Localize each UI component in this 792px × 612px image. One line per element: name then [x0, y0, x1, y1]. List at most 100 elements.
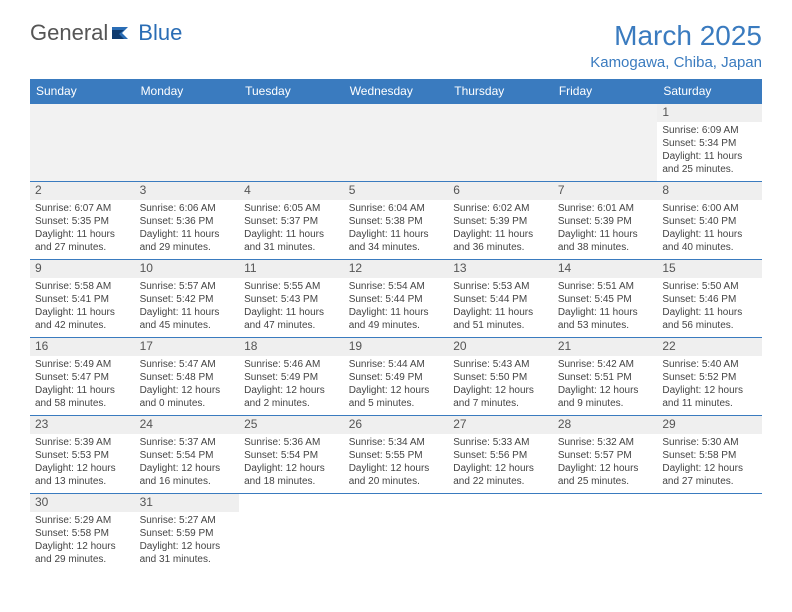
sunrise-line: Sunrise: 5:58 AM: [35, 280, 130, 293]
calendar-table: SundayMondayTuesdayWednesdayThursdayFrid…: [30, 79, 762, 572]
sunrise-line: Sunrise: 5:27 AM: [140, 514, 235, 527]
sunset-line: Sunset: 5:58 PM: [35, 527, 130, 540]
sunset-line: Sunset: 5:42 PM: [140, 293, 235, 306]
calendar-cell: 23Sunrise: 5:39 AMSunset: 5:53 PMDayligh…: [30, 416, 135, 494]
sunset-line: Sunset: 5:34 PM: [662, 137, 757, 150]
sunset-line: Sunset: 5:46 PM: [662, 293, 757, 306]
sunset-line: Sunset: 5:48 PM: [140, 371, 235, 384]
day-number: 5: [344, 182, 449, 200]
sunset-line: Sunset: 5:36 PM: [140, 215, 235, 228]
calendar-cell: [553, 494, 658, 572]
daylight-line: Daylight: 12 hours and 5 minutes.: [349, 384, 444, 410]
sunrise-line: Sunrise: 5:42 AM: [558, 358, 653, 371]
day-number: 30: [30, 494, 135, 512]
calendar-cell: 19Sunrise: 5:44 AMSunset: 5:49 PMDayligh…: [344, 338, 449, 416]
daylight-line: Daylight: 11 hours and 40 minutes.: [662, 228, 757, 254]
sunset-line: Sunset: 5:44 PM: [349, 293, 444, 306]
day-number: 22: [657, 338, 762, 356]
day-number: 26: [344, 416, 449, 434]
calendar-cell: 24Sunrise: 5:37 AMSunset: 5:54 PMDayligh…: [135, 416, 240, 494]
calendar-cell: 28Sunrise: 5:32 AMSunset: 5:57 PMDayligh…: [553, 416, 658, 494]
day-number: 14: [553, 260, 658, 278]
day-number: 2: [30, 182, 135, 200]
daylight-line: Daylight: 12 hours and 29 minutes.: [35, 540, 130, 566]
sunrise-line: Sunrise: 6:05 AM: [244, 202, 339, 215]
daylight-line: Daylight: 11 hours and 56 minutes.: [662, 306, 757, 332]
month-title: March 2025: [590, 20, 762, 52]
calendar-cell: 25Sunrise: 5:36 AMSunset: 5:54 PMDayligh…: [239, 416, 344, 494]
calendar-cell: 21Sunrise: 5:42 AMSunset: 5:51 PMDayligh…: [553, 338, 658, 416]
day-number: 18: [239, 338, 344, 356]
calendar-cell: 4Sunrise: 6:05 AMSunset: 5:37 PMDaylight…: [239, 182, 344, 260]
sunset-line: Sunset: 5:39 PM: [453, 215, 548, 228]
calendar-cell: 30Sunrise: 5:29 AMSunset: 5:58 PMDayligh…: [30, 494, 135, 572]
weekday-header: Thursday: [448, 79, 553, 104]
day-number: 19: [344, 338, 449, 356]
calendar-cell: 20Sunrise: 5:43 AMSunset: 5:50 PMDayligh…: [448, 338, 553, 416]
day-number: 20: [448, 338, 553, 356]
weekday-header: Saturday: [657, 79, 762, 104]
calendar-cell: 5Sunrise: 6:04 AMSunset: 5:38 PMDaylight…: [344, 182, 449, 260]
calendar-week: 23Sunrise: 5:39 AMSunset: 5:53 PMDayligh…: [30, 416, 762, 494]
sunset-line: Sunset: 5:52 PM: [662, 371, 757, 384]
calendar-cell: [344, 494, 449, 572]
day-number: 7: [553, 182, 658, 200]
calendar-head: SundayMondayTuesdayWednesdayThursdayFrid…: [30, 79, 762, 104]
sunset-line: Sunset: 5:38 PM: [349, 215, 444, 228]
calendar-cell: [344, 104, 449, 182]
sunset-line: Sunset: 5:43 PM: [244, 293, 339, 306]
location: Kamogawa, Chiba, Japan: [590, 54, 762, 71]
calendar-cell: 16Sunrise: 5:49 AMSunset: 5:47 PMDayligh…: [30, 338, 135, 416]
calendar-cell: [448, 494, 553, 572]
sunrise-line: Sunrise: 5:53 AM: [453, 280, 548, 293]
sunset-line: Sunset: 5:54 PM: [244, 449, 339, 462]
weekday-header: Friday: [553, 79, 658, 104]
calendar-week: 1Sunrise: 6:09 AMSunset: 5:34 PMDaylight…: [30, 104, 762, 182]
sunrise-line: Sunrise: 5:40 AM: [662, 358, 757, 371]
sunrise-line: Sunrise: 6:09 AM: [662, 124, 757, 137]
sunrise-line: Sunrise: 5:44 AM: [349, 358, 444, 371]
weekday-header: Sunday: [30, 79, 135, 104]
calendar-cell: 12Sunrise: 5:54 AMSunset: 5:44 PMDayligh…: [344, 260, 449, 338]
calendar-cell: 3Sunrise: 6:06 AMSunset: 5:36 PMDaylight…: [135, 182, 240, 260]
daylight-line: Daylight: 11 hours and 53 minutes.: [558, 306, 653, 332]
sunset-line: Sunset: 5:57 PM: [558, 449, 653, 462]
day-number: 21: [553, 338, 658, 356]
day-number: 25: [239, 416, 344, 434]
calendar-cell: 14Sunrise: 5:51 AMSunset: 5:45 PMDayligh…: [553, 260, 658, 338]
calendar-cell: [30, 104, 135, 182]
calendar-cell: 7Sunrise: 6:01 AMSunset: 5:39 PMDaylight…: [553, 182, 658, 260]
day-number: 16: [30, 338, 135, 356]
sunrise-line: Sunrise: 5:49 AM: [35, 358, 130, 371]
calendar-week: 30Sunrise: 5:29 AMSunset: 5:58 PMDayligh…: [30, 494, 762, 572]
sunrise-line: Sunrise: 6:02 AM: [453, 202, 548, 215]
logo: General Blue: [30, 20, 182, 46]
day-number: 12: [344, 260, 449, 278]
calendar-cell: 11Sunrise: 5:55 AMSunset: 5:43 PMDayligh…: [239, 260, 344, 338]
sunset-line: Sunset: 5:45 PM: [558, 293, 653, 306]
sunrise-line: Sunrise: 5:34 AM: [349, 436, 444, 449]
calendar-week: 9Sunrise: 5:58 AMSunset: 5:41 PMDaylight…: [30, 260, 762, 338]
calendar-cell: [448, 104, 553, 182]
logo-text-1: General: [30, 20, 108, 46]
calendar-cell: 8Sunrise: 6:00 AMSunset: 5:40 PMDaylight…: [657, 182, 762, 260]
day-number: 31: [135, 494, 240, 512]
calendar-cell: 22Sunrise: 5:40 AMSunset: 5:52 PMDayligh…: [657, 338, 762, 416]
calendar-cell: 29Sunrise: 5:30 AMSunset: 5:58 PMDayligh…: [657, 416, 762, 494]
sunset-line: Sunset: 5:39 PM: [558, 215, 653, 228]
weekday-header: Monday: [135, 79, 240, 104]
sunset-line: Sunset: 5:44 PM: [453, 293, 548, 306]
day-number: 4: [239, 182, 344, 200]
daylight-line: Daylight: 12 hours and 9 minutes.: [558, 384, 653, 410]
daylight-line: Daylight: 12 hours and 2 minutes.: [244, 384, 339, 410]
calendar-cell: 26Sunrise: 5:34 AMSunset: 5:55 PMDayligh…: [344, 416, 449, 494]
calendar-cell: 6Sunrise: 6:02 AMSunset: 5:39 PMDaylight…: [448, 182, 553, 260]
calendar-cell: 13Sunrise: 5:53 AMSunset: 5:44 PMDayligh…: [448, 260, 553, 338]
day-number: 10: [135, 260, 240, 278]
sunset-line: Sunset: 5:41 PM: [35, 293, 130, 306]
daylight-line: Daylight: 11 hours and 45 minutes.: [140, 306, 235, 332]
daylight-line: Daylight: 12 hours and 31 minutes.: [140, 540, 235, 566]
calendar-cell: [657, 494, 762, 572]
day-number: 27: [448, 416, 553, 434]
calendar-cell: [135, 104, 240, 182]
